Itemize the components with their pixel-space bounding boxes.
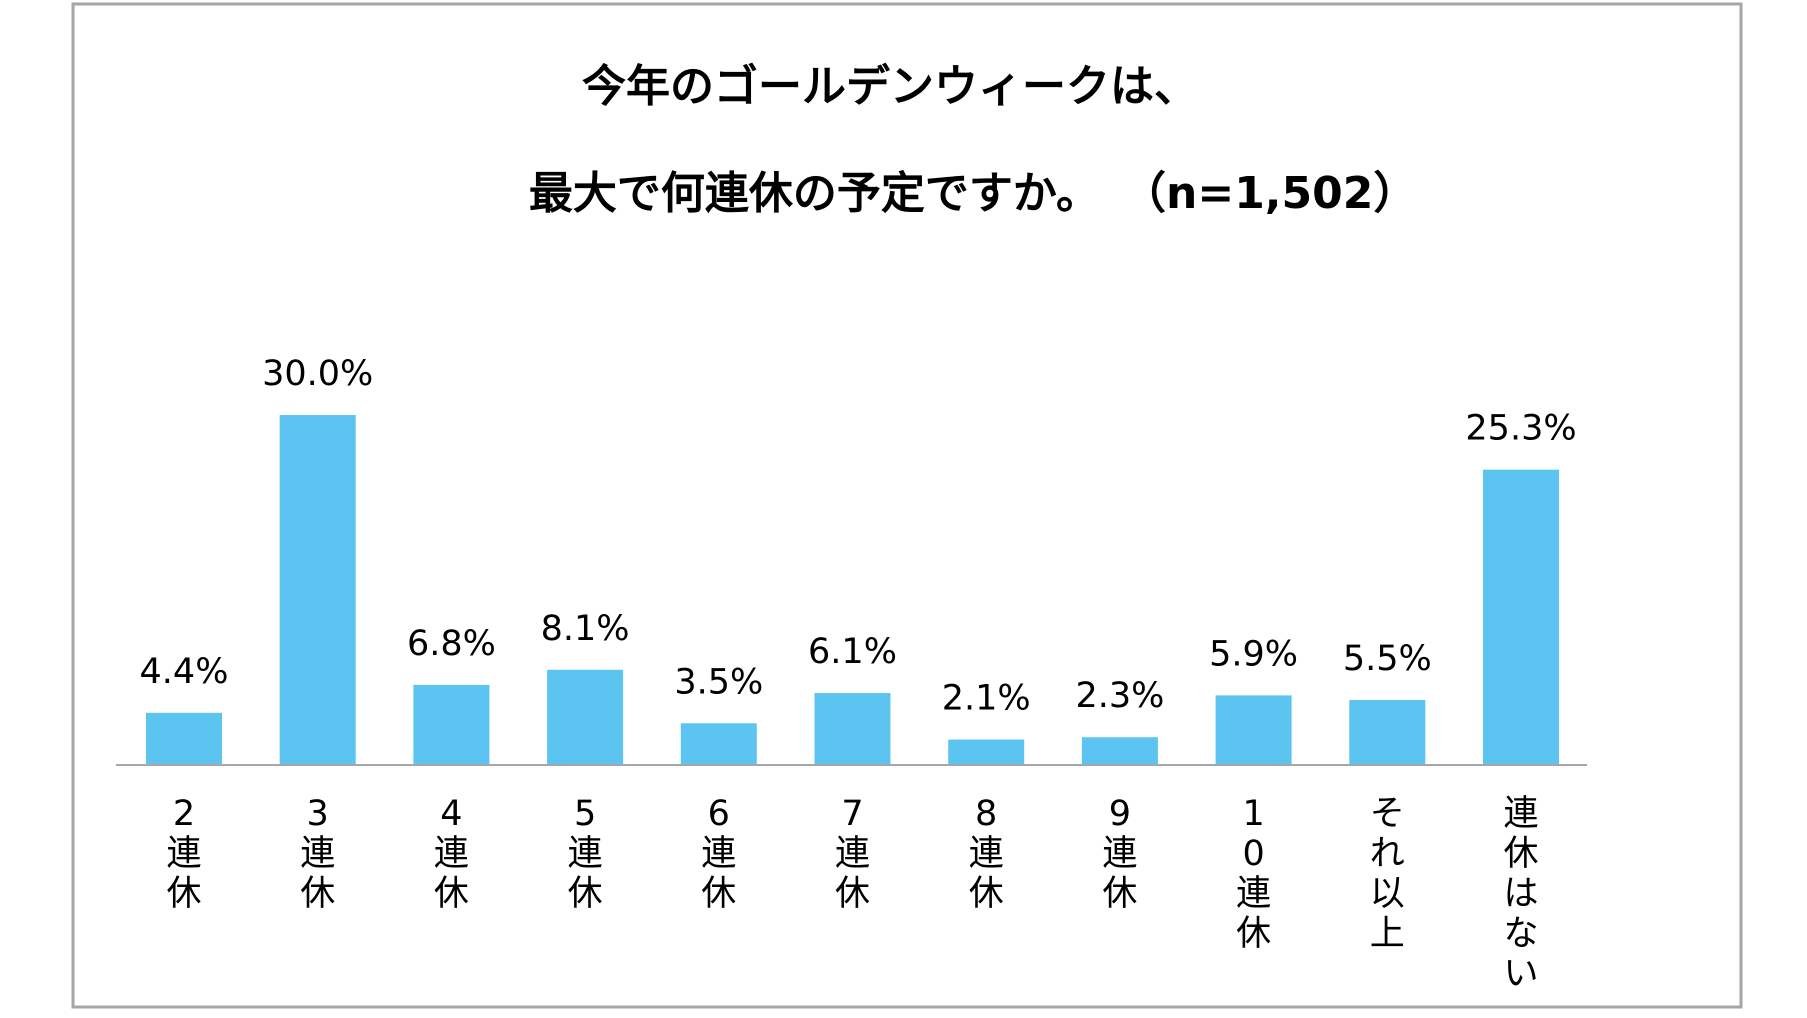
bar-4連休 <box>413 684 490 764</box>
bar-8連休 <box>948 739 1025 764</box>
data-label: 6.8% <box>407 624 496 664</box>
data-label: 4.4% <box>140 652 229 692</box>
bar-5連休 <box>547 669 624 764</box>
data-label: 8.1% <box>541 609 630 649</box>
bar-それ以上 <box>1349 700 1426 764</box>
category-label: それ以上 <box>1370 794 1405 954</box>
bar-連休はない <box>1483 469 1559 764</box>
category-label: 3 連休 <box>300 794 335 914</box>
chart-title: 今年のゴールデンウィークは、 <box>582 61 1198 112</box>
data-label: 25.3% <box>1465 409 1576 449</box>
category-label: 7 連休 <box>835 794 870 914</box>
bar-2連休 <box>146 712 222 764</box>
data-label: 3.5% <box>674 662 763 702</box>
category-label: 4 連休 <box>434 794 469 914</box>
category-label: 5 連休 <box>568 794 603 914</box>
sample-size-note: （n=1,502） <box>1122 168 1417 219</box>
data-label: 30.0% <box>262 354 373 394</box>
category-label: 8 連休 <box>969 794 1004 914</box>
chart-subtitle: 最大で何連休の予定ですか。 <box>529 168 1100 219</box>
data-label: 6.1% <box>808 632 897 672</box>
category-label: 6 連休 <box>701 794 736 914</box>
bars-group: 4.4% 2 連休 30.0% 3 連休 6.8% 4 連休 8.1% 5 連休 3.5% 6 連休 6.1%… <box>140 354 1577 994</box>
bar-9連休 <box>1081 737 1158 764</box>
category-label: 1 0 連休 <box>1236 794 1271 954</box>
bar-6連休 <box>680 723 757 764</box>
bar-7連休 <box>814 693 891 764</box>
chart-subtitle-line: 最大で何連休の予定ですか。 （n=1,502） <box>529 168 1418 219</box>
bar-10連休 <box>1215 695 1292 764</box>
bar-3連休 <box>279 415 356 764</box>
data-label: 5.9% <box>1209 634 1298 674</box>
data-label: 2.1% <box>942 679 1031 719</box>
data-label: 2.3% <box>1075 676 1164 716</box>
data-label: 5.5% <box>1343 639 1432 679</box>
category-label: 連休はない <box>1503 794 1538 994</box>
category-label: 2 連休 <box>166 794 201 914</box>
category-label: 9 連休 <box>1102 794 1137 914</box>
